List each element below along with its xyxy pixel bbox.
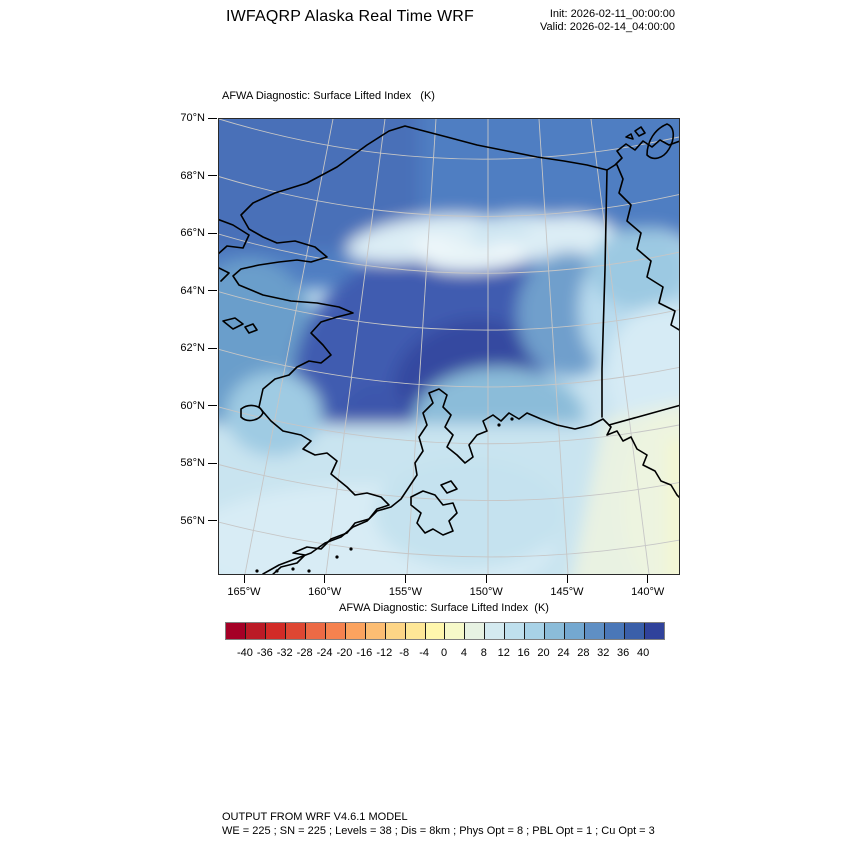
run-time-info: Init: 2026-02-11_00:00:00 Valid: 2026-02… xyxy=(540,8,675,34)
lifted-index-field xyxy=(219,119,679,574)
footer-config-line: WE = 225 ; SN = 225 ; Levels = 38 ; Dis … xyxy=(222,825,655,837)
colorbar-tick-label: 0 xyxy=(440,647,448,659)
y-axis-label: 62°N xyxy=(180,342,205,355)
colorbar-tick-label: 32 xyxy=(597,647,610,659)
colorbar-cell xyxy=(605,623,626,639)
y-axis-label: 70°N xyxy=(180,112,205,124)
colorbar-cell xyxy=(465,623,486,639)
colorbar-cell xyxy=(345,623,366,639)
colorbar-tick-label: -32 xyxy=(276,647,293,659)
colorbar-cell xyxy=(265,623,286,639)
map-frame xyxy=(218,118,680,575)
colorbar-tick-label: 20 xyxy=(537,647,550,659)
x-axis-label: 160°W xyxy=(308,586,342,598)
border-141w xyxy=(601,169,608,418)
colorbar-cell xyxy=(285,623,306,639)
x-axis-tick xyxy=(647,575,649,583)
colorbar xyxy=(225,622,665,640)
colorbar-tick-label: -12 xyxy=(376,647,393,659)
colorbar-tick-label: -16 xyxy=(356,647,373,659)
colorbar-cell xyxy=(325,623,346,639)
colorbar-tick-label: -28 xyxy=(296,647,313,659)
x-axis-tick xyxy=(405,575,406,583)
alaska-map xyxy=(219,119,679,574)
colorbar-tick-label: -36 xyxy=(256,647,273,659)
y-axis-tick xyxy=(208,405,217,407)
colorbar-cell xyxy=(585,623,606,639)
colorbar-cell xyxy=(405,623,426,639)
colorbar-cell xyxy=(305,623,326,639)
y-axis-tick xyxy=(208,175,217,177)
y-axis-tick xyxy=(208,290,217,292)
colorbar-tick-label: 8 xyxy=(480,647,487,659)
y-axis-label: 66°N xyxy=(180,227,205,240)
valid-time-label: Valid: 2026-02-14_04:00:00 xyxy=(540,21,675,33)
x-axis-label: 155°W xyxy=(388,586,423,598)
page-title: IWFAQRP Alaska Real Time WRF xyxy=(225,8,475,25)
peninsula-islets xyxy=(255,417,514,573)
y-axis-label: 56°N xyxy=(180,514,205,527)
y-axis-tick xyxy=(208,232,217,234)
colorbar-cell xyxy=(485,623,506,639)
x-axis-label: 145°W xyxy=(550,586,584,598)
colorbar-cell xyxy=(625,623,646,639)
plot-title: AFWA Diagnostic: Surface Lifted Index (K… xyxy=(222,90,435,102)
colorbar-tick-label: -20 xyxy=(336,647,353,659)
colorbar-tick-label: 40 xyxy=(636,647,650,659)
y-axis-label: 64°N xyxy=(180,284,205,297)
colorbar-title: AFWA Diagnostic: Surface Lifted Index (K… xyxy=(339,602,549,614)
colorbar-tick-label: 4 xyxy=(460,647,467,659)
colorbar-cell xyxy=(385,623,406,639)
colorbar-cell xyxy=(425,623,446,639)
y-axis-tick xyxy=(208,347,217,349)
x-axis-tick xyxy=(324,575,326,583)
banks-island xyxy=(625,123,675,160)
y-axis-label: 68°N xyxy=(180,169,205,182)
colorbar-tick-label: -24 xyxy=(316,647,333,659)
colorbar-cell xyxy=(445,623,466,639)
colorbar-cell xyxy=(565,623,586,639)
colorbar-cell xyxy=(545,623,566,639)
colorbar-cell xyxy=(525,623,546,639)
colorbar-tick-label: -4 xyxy=(419,647,429,659)
colorbar-cell xyxy=(245,623,266,639)
init-time-label: Init: 2026-02-11_00:00:00 xyxy=(549,8,675,20)
coastline-south xyxy=(262,388,679,574)
colorbar-tick-label: 24 xyxy=(557,647,570,659)
y-axis-label: 60°N xyxy=(180,399,205,412)
coastline-west-north xyxy=(232,125,679,574)
colorbar-cell xyxy=(645,623,664,639)
x-axis-label: 140°W xyxy=(631,586,665,598)
st-lawrence-island xyxy=(222,317,258,334)
kodiak-island xyxy=(410,490,458,536)
colorbar-tick-label: -8 xyxy=(399,647,410,659)
colorbar-cell xyxy=(365,623,386,639)
y-axis-label: 58°N xyxy=(180,457,205,470)
footer-info: OUTPUT FROM WRF V4.6.1 MODEL WE = 225 ; … xyxy=(222,810,655,838)
colorbar-tick-label: -40 xyxy=(236,647,253,659)
footer-model-line: OUTPUT FROM WRF V4.6.1 MODEL xyxy=(222,811,408,823)
x-axis-tick xyxy=(566,575,568,583)
x-axis-label: 150°W xyxy=(469,586,503,598)
nunivak-island xyxy=(240,404,264,422)
colorbar-tick-label: 28 xyxy=(577,647,590,659)
y-axis-tick xyxy=(208,520,217,522)
border-60n xyxy=(608,404,679,426)
coastlines xyxy=(219,123,679,574)
y-axis-tick xyxy=(208,117,217,119)
colorbar-tick-label: 36 xyxy=(617,647,630,659)
colorbar-cell xyxy=(505,623,526,639)
x-axis-tick xyxy=(485,575,487,583)
border-yukon-nwt xyxy=(616,164,679,331)
x-axis-tick xyxy=(243,575,245,583)
colorbar-cell xyxy=(226,623,246,639)
x-axis-label: 165°W xyxy=(227,586,261,598)
colorbar-tick-label: 12 xyxy=(497,647,510,659)
y-axis-tick xyxy=(208,462,217,464)
chukotka-coast xyxy=(219,218,250,282)
colorbar-tick-label: 16 xyxy=(517,647,530,659)
afognak-island xyxy=(440,480,458,494)
